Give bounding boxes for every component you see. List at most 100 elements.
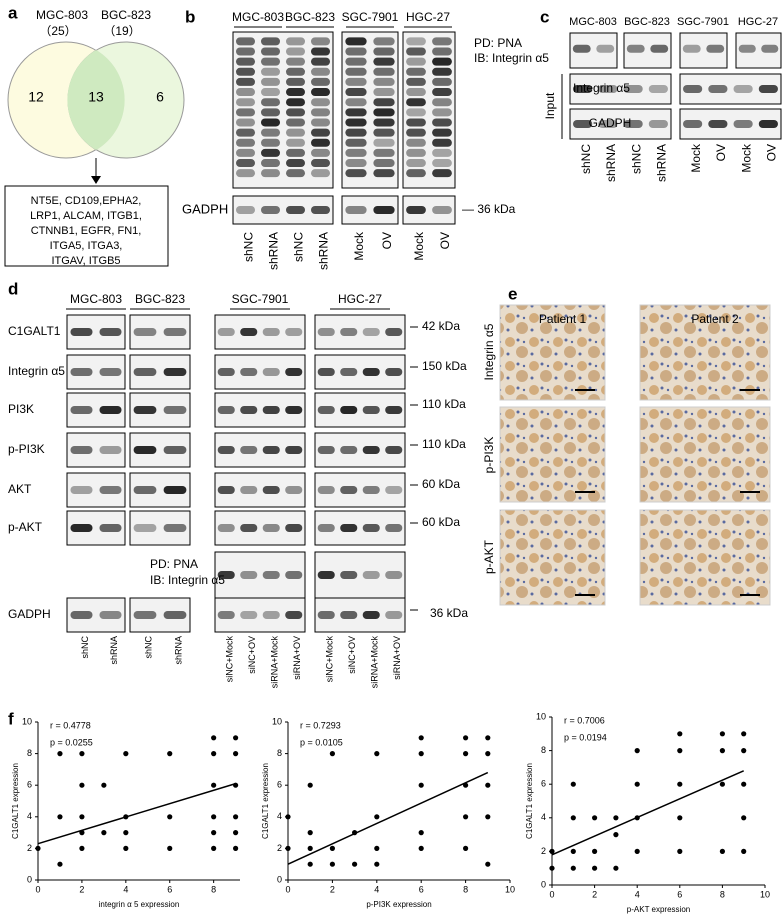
band — [286, 118, 305, 127]
row-label: PD: PNA — [474, 36, 522, 50]
band — [311, 138, 330, 147]
band — [385, 611, 403, 619]
venn-count: 13 — [88, 89, 104, 105]
band — [285, 486, 303, 494]
band — [406, 148, 426, 157]
lane-label: shRNA — [267, 232, 281, 270]
y-tick-label: 10 — [536, 711, 546, 721]
band — [311, 98, 330, 107]
band — [240, 486, 258, 494]
band — [317, 571, 335, 579]
band — [311, 118, 330, 127]
band — [345, 98, 367, 107]
point — [167, 814, 173, 820]
y-tick-label: 8 — [277, 748, 282, 758]
band — [317, 406, 335, 414]
band — [758, 85, 778, 93]
group-label: SGC-7901 — [232, 292, 289, 306]
band — [340, 611, 358, 619]
lane-label: Mock — [412, 231, 426, 261]
point — [211, 782, 217, 788]
x-tick-label: 10 — [505, 884, 515, 894]
band — [317, 611, 335, 619]
set-count: （19） — [103, 24, 140, 38]
point — [719, 731, 726, 737]
x-tick-label: 10 — [760, 889, 770, 899]
panel-label: b — [185, 7, 195, 26]
row-label: AKT — [8, 482, 32, 496]
band — [261, 118, 280, 127]
band — [683, 85, 703, 93]
band — [362, 486, 380, 494]
band — [432, 47, 452, 56]
group-label: BGC-823 — [285, 10, 335, 24]
lane-label: shRNA — [173, 636, 183, 665]
row-label: Integrin α5 — [573, 81, 630, 95]
point — [374, 751, 380, 757]
lane-label: siNC+OV — [347, 636, 357, 674]
marker-label: 110 kDa — [422, 437, 466, 451]
point — [549, 865, 555, 871]
band — [240, 406, 258, 414]
band — [406, 206, 426, 214]
row-label: p-AKT — [482, 539, 496, 574]
band — [432, 108, 452, 117]
lane-label: shNC — [629, 144, 643, 174]
band — [406, 118, 426, 127]
band — [236, 98, 255, 107]
band — [345, 57, 367, 66]
point — [167, 751, 173, 757]
panel-label: d — [8, 279, 18, 298]
trendline — [551, 770, 745, 856]
band — [163, 611, 187, 619]
lane-label: OV — [438, 232, 452, 249]
group-label: HGC-27 — [738, 16, 778, 28]
band — [217, 328, 235, 336]
band — [163, 486, 187, 494]
x-tick-label: 2 — [330, 884, 335, 894]
point — [233, 751, 239, 757]
x-tick-label: 8 — [463, 884, 468, 894]
band — [286, 98, 305, 107]
band — [261, 37, 280, 46]
x-tick-label: 8 — [211, 884, 216, 894]
band — [236, 108, 255, 117]
band — [385, 446, 403, 454]
x-tick-label: 0 — [35, 884, 40, 894]
point — [374, 845, 380, 852]
band — [733, 120, 753, 128]
point — [329, 861, 335, 867]
point — [613, 815, 619, 821]
band — [133, 486, 157, 494]
point — [741, 815, 747, 821]
blot — [214, 314, 306, 350]
band — [163, 446, 187, 454]
band — [406, 47, 426, 56]
annotation: r = 0.4778 — [50, 720, 91, 730]
point — [485, 782, 491, 788]
point — [485, 751, 491, 757]
band — [236, 148, 255, 157]
point — [634, 848, 640, 855]
point — [592, 848, 598, 855]
band — [133, 611, 157, 619]
band — [373, 148, 395, 157]
band — [133, 446, 157, 454]
point — [741, 781, 747, 787]
band — [598, 120, 618, 128]
band — [340, 486, 358, 494]
band — [733, 85, 753, 93]
point — [285, 814, 291, 820]
band — [362, 524, 380, 532]
y-axis-title: C1GALT1 expression — [11, 763, 20, 839]
band — [682, 44, 701, 53]
lane-label: siRNA+Mock — [370, 636, 380, 689]
band — [432, 57, 452, 66]
patient-label: Patient 1 — [539, 312, 587, 326]
band — [286, 108, 305, 117]
band — [99, 446, 122, 454]
band — [285, 446, 303, 454]
band — [261, 108, 280, 117]
point — [418, 751, 424, 757]
